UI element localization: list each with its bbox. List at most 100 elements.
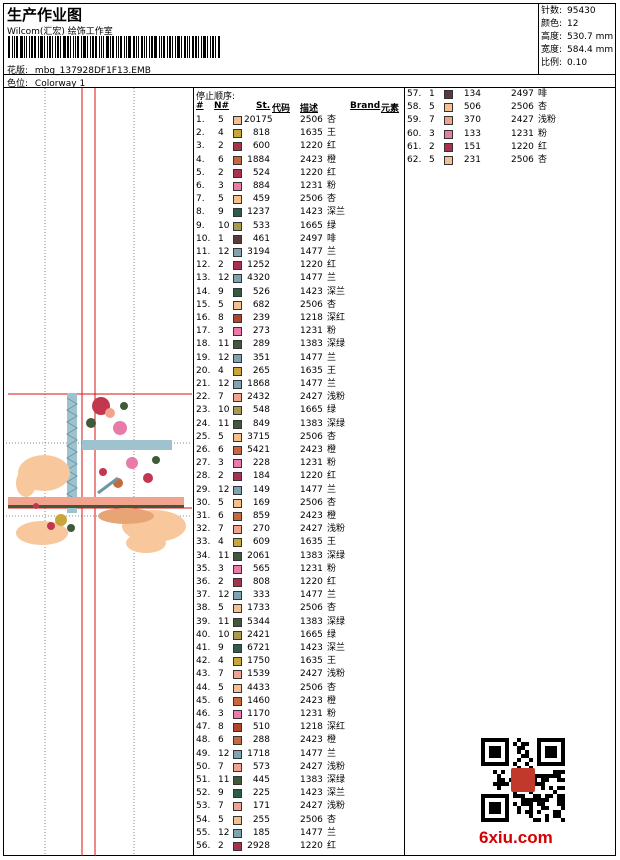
barcode-bar xyxy=(92,36,94,58)
row-number: 1. xyxy=(196,115,205,125)
needle-number: 8 xyxy=(218,722,224,733)
color-swatch xyxy=(233,736,242,746)
stitch-count: 682 xyxy=(252,299,270,310)
color-description: 深绿 xyxy=(327,339,346,350)
color-description: 橙 xyxy=(327,735,337,746)
barcode-bar xyxy=(77,36,79,58)
needle-number: 12 xyxy=(218,352,230,363)
row-number: 33. xyxy=(196,537,211,548)
row-number: 40. xyxy=(196,629,211,640)
stitch-count: 859 xyxy=(252,511,270,521)
col-header-element: 元素 xyxy=(381,104,400,114)
stitch-count: 1252 xyxy=(247,260,270,271)
needle-number: 5 xyxy=(218,603,224,614)
barcode-bar xyxy=(44,36,45,58)
stitch-count: 506 xyxy=(463,102,481,113)
stitch-count: 149 xyxy=(252,484,270,495)
needle-number: 12 xyxy=(218,590,230,601)
color-swatch xyxy=(233,314,242,323)
stitch-count: 600 xyxy=(252,141,270,152)
stitch-count: 351 xyxy=(252,352,270,363)
row-number: 44. xyxy=(196,682,211,693)
table-row: 1. 5 20175 2506 杏 xyxy=(196,114,402,127)
barcode-bar xyxy=(52,36,53,58)
barcode-bar xyxy=(70,36,71,58)
row-number: 20. xyxy=(196,365,211,376)
table-row: 54. 5 255 2506 杏 xyxy=(196,814,402,827)
stats-divider xyxy=(538,3,539,75)
barcode-bar xyxy=(146,36,147,58)
stitch-count: 4433 xyxy=(247,682,270,693)
company-name: Wilcom(汇宏) 绘饰工作室 xyxy=(7,27,113,37)
stitch-count: 524 xyxy=(252,167,270,178)
color-swatch xyxy=(233,274,242,284)
barcode-bar xyxy=(133,36,135,58)
color-swatch xyxy=(233,116,242,125)
needle-number: 12 xyxy=(218,379,230,389)
stitch-count: 169 xyxy=(252,497,270,508)
color-code: 1665 xyxy=(300,629,323,640)
color-code: 2423 xyxy=(300,511,323,521)
table-row: 8. 9 1237 1423 深兰 xyxy=(196,206,402,219)
color-code: 1220 xyxy=(511,141,534,152)
barcode-bar xyxy=(73,36,74,58)
stitch-count: 239 xyxy=(252,313,270,323)
color-description: 深绿 xyxy=(327,775,346,785)
stitch-count: 3194 xyxy=(247,247,270,257)
needle-number: 4 xyxy=(218,537,224,548)
color-description: 红 xyxy=(538,141,548,152)
color-code: 1477 xyxy=(300,484,323,495)
barcode-bar xyxy=(83,36,86,58)
row-number: 49. xyxy=(196,748,211,759)
stitch-count: 2928 xyxy=(247,841,270,851)
row-number: 32. xyxy=(196,524,211,535)
color-description: 深兰 xyxy=(327,207,346,218)
needle-number: 3 xyxy=(429,128,435,139)
color-description: 啡 xyxy=(327,233,337,244)
color-code: 1218 xyxy=(300,722,323,733)
table-row: 20. 4 265 1635 王 xyxy=(196,365,402,378)
needle-number: 7 xyxy=(218,669,224,680)
needle-number: 1 xyxy=(218,233,224,244)
color-swatch xyxy=(233,815,242,825)
color-swatch xyxy=(233,591,242,601)
needle-number: 10 xyxy=(218,629,230,640)
color-description: 深红 xyxy=(327,722,346,733)
color-description: 杏 xyxy=(327,431,337,442)
table-row: 36. 2 808 1220 红 xyxy=(196,576,402,589)
color-description: 粉 xyxy=(327,709,337,719)
color-swatch xyxy=(233,459,242,469)
barcode-bar xyxy=(161,36,162,58)
stitch-count: 5344 xyxy=(247,616,270,627)
col-header-desc: 描述 xyxy=(300,104,319,114)
table-row: 3. 2 600 1220 红 xyxy=(196,140,402,153)
needle-number: 3 xyxy=(218,326,224,337)
color-description: 浅粉 xyxy=(538,115,557,126)
barcode-bar xyxy=(218,36,220,58)
table-row: 55. 12 185 1477 兰 xyxy=(196,827,402,840)
color-code: 1220 xyxy=(300,841,323,851)
stitch-count: 255 xyxy=(252,814,270,825)
color-description: 王 xyxy=(327,537,337,548)
color-description: 杏 xyxy=(327,682,337,693)
barcode-bar xyxy=(47,36,48,58)
row-number: 53. xyxy=(196,801,211,812)
color-swatch xyxy=(233,604,242,614)
table-row: 49. 12 1718 1477 兰 xyxy=(196,748,402,761)
stitch-count: 548 xyxy=(252,405,270,416)
color-description: 杏 xyxy=(327,194,337,205)
table-row: 32. 7 270 2427 浅粉 xyxy=(196,523,402,536)
table-row: 43. 7 1539 2427 浅粉 xyxy=(196,668,402,681)
row-number: 13. xyxy=(196,273,211,284)
color-code: 1231 xyxy=(511,128,534,139)
table-row: 2. 4 818 1635 王 xyxy=(196,127,402,140)
color-code: 2423 xyxy=(300,695,323,706)
barcode-bar xyxy=(141,36,143,58)
table-row: 61. 2 151 1220 红 xyxy=(407,141,613,154)
barcode-bar xyxy=(169,36,171,58)
table-row: 5. 2 524 1220 红 xyxy=(196,167,402,180)
stitch-count: 510 xyxy=(252,722,270,733)
color-description: 兰 xyxy=(327,247,337,257)
stitch-count: 533 xyxy=(252,220,270,231)
color-swatch xyxy=(233,749,242,759)
